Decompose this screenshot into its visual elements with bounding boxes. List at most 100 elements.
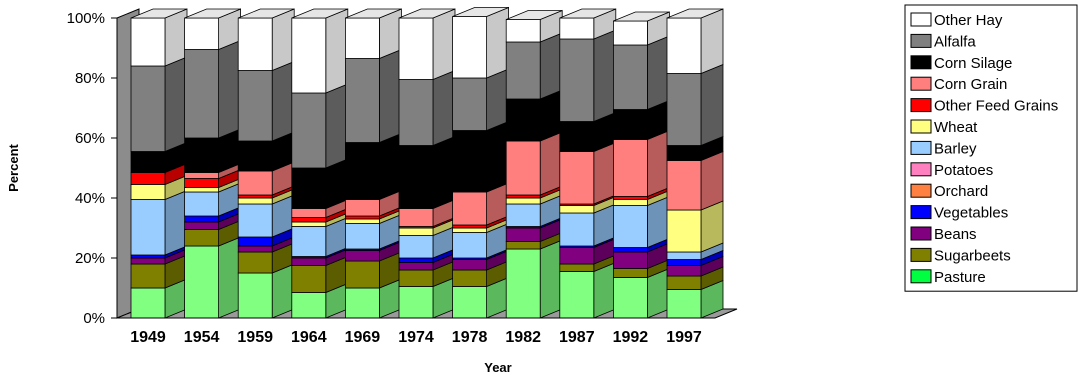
bar-stack-1969 bbox=[344, 8, 402, 319]
bar-top-1992 bbox=[613, 11, 670, 22]
bar-side-corn-grain-1992 bbox=[647, 129, 670, 198]
y-tick-label: 20% bbox=[75, 250, 105, 267]
legend-item-corn-grain: Corn Grain bbox=[910, 76, 1007, 93]
bar-wheat-1954 bbox=[184, 187, 220, 193]
bar-barley-1969 bbox=[344, 223, 380, 250]
bar-side-alfalfa-1964 bbox=[325, 83, 349, 169]
bar-side-corn-grain-1982 bbox=[539, 131, 563, 196]
legend-item-corn-silage: Corn Silage bbox=[910, 55, 1012, 72]
bar-corn-silage-1969 bbox=[344, 142, 380, 200]
bar-vegetables-1949 bbox=[130, 254, 166, 259]
legend-item-orchard: Orchard bbox=[910, 183, 988, 200]
bar-wheat-1982 bbox=[505, 197, 541, 205]
legend-swatch bbox=[910, 119, 932, 134]
bar-side-other-hay-1978 bbox=[486, 6, 510, 79]
legend-item-other-hay: Other Hay bbox=[910, 12, 1003, 29]
bar-corn-grain-1969 bbox=[344, 199, 380, 217]
bar-stack-1982 bbox=[505, 9, 563, 319]
legend-item-pasture: Pasture bbox=[910, 269, 986, 286]
bar-other-feed-grains-1959 bbox=[237, 194, 273, 199]
bar-side-alfalfa-1997 bbox=[700, 63, 724, 147]
bar-beans-1992 bbox=[613, 251, 648, 269]
bar-wheat-1974 bbox=[398, 227, 434, 236]
bar-corn-grain-1987 bbox=[559, 151, 595, 205]
legend-item-vegetables: Vegetables bbox=[910, 205, 1008, 222]
bar-corn-grain-1959 bbox=[237, 170, 273, 196]
bar-pasture-1982 bbox=[505, 248, 541, 319]
legend-label: Pasture bbox=[934, 269, 986, 286]
bar-vegetables-1992 bbox=[613, 247, 648, 253]
bar-top-1982 bbox=[506, 10, 563, 20]
x-tick-label-1949: 1949 bbox=[130, 329, 166, 346]
bar-side-other-hay-1964 bbox=[325, 8, 349, 94]
bar-side-corn-grain-1987 bbox=[593, 141, 617, 205]
bar-side-alfalfa-1959 bbox=[271, 60, 295, 142]
legend-label: Corn Grain bbox=[934, 76, 1007, 93]
bar-alfalfa-1954 bbox=[184, 49, 220, 139]
bar-sugarbeets-1949 bbox=[130, 263, 166, 289]
bar-barley-1959 bbox=[237, 203, 273, 238]
bar-stack-1954 bbox=[184, 8, 242, 319]
bar-alfalfa-1978 bbox=[452, 77, 488, 131]
bar-stack-1974 bbox=[398, 8, 456, 319]
bar-corn-grain-1964 bbox=[291, 208, 327, 218]
bar-top-1964 bbox=[291, 8, 348, 19]
y-tick-label: 0% bbox=[83, 310, 105, 327]
y-tick-label: 40% bbox=[75, 190, 105, 207]
bar-side-alfalfa-1954 bbox=[218, 39, 242, 139]
bar-alfalfa-1969 bbox=[344, 58, 380, 143]
legend-item-potatoes: Potatoes bbox=[910, 162, 993, 179]
bar-beans-1997 bbox=[666, 265, 702, 277]
bar-alfalfa-1974 bbox=[398, 79, 434, 146]
bar-side-corn-grain-1997 bbox=[700, 150, 724, 211]
legend-swatch bbox=[910, 269, 932, 284]
bar-side-alfalfa-1978 bbox=[486, 68, 510, 132]
bar-other-hay-1964 bbox=[291, 17, 327, 94]
legend-label: Sugarbeets bbox=[934, 247, 1011, 264]
legend-item-wheat: Wheat bbox=[910, 119, 978, 136]
bar-sugarbeets-1954 bbox=[184, 229, 220, 247]
bar-wheat-1978 bbox=[452, 227, 488, 233]
bar-alfalfa-1997 bbox=[666, 73, 702, 146]
bar-other-hay-1974 bbox=[398, 17, 434, 80]
bar-other-hay-1982 bbox=[505, 19, 541, 43]
bar-pasture-1974 bbox=[398, 286, 434, 319]
bar-stack-1992 bbox=[613, 11, 670, 319]
bar-alfalfa-1959 bbox=[237, 70, 273, 142]
bar-side-corn-silage-1974 bbox=[432, 135, 456, 210]
bar-sugarbeets-1978 bbox=[452, 269, 488, 287]
bar-wheat-1964 bbox=[291, 221, 327, 227]
bar-beans-1982 bbox=[505, 227, 541, 242]
bar-other-feed-grains-1978 bbox=[452, 224, 488, 229]
bar-alfalfa-1992 bbox=[613, 44, 648, 110]
bar-top-1978 bbox=[452, 7, 509, 17]
bar-beans-1987 bbox=[559, 247, 595, 265]
bar-top-1959 bbox=[238, 8, 295, 19]
bar-vegetables-1954 bbox=[184, 215, 220, 223]
bar-corn-silage-1954 bbox=[184, 137, 220, 173]
bar-sugarbeets-1974 bbox=[398, 269, 434, 287]
bar-stack-1959 bbox=[237, 8, 295, 319]
legend-swatch bbox=[910, 98, 932, 113]
bar-pasture-1997 bbox=[666, 289, 702, 319]
bar-side-alfalfa-1982 bbox=[539, 32, 563, 100]
bar-side-pasture-1954 bbox=[218, 236, 242, 319]
x-tick-label-1959: 1959 bbox=[237, 329, 273, 346]
bar-side-alfalfa-1949 bbox=[164, 56, 188, 153]
bar-stack-1987 bbox=[559, 8, 617, 319]
bar-pasture-1954 bbox=[184, 245, 220, 319]
bar-corn-silage-1949 bbox=[130, 151, 166, 173]
bar-beans-1954 bbox=[184, 221, 220, 230]
y-axis: 0% 20% 40% 60% 80% 100% bbox=[67, 10, 118, 327]
bar-other-hay-1959 bbox=[237, 17, 273, 71]
bar-other-hay-1987 bbox=[559, 17, 595, 40]
bar-stack-1978 bbox=[452, 6, 510, 319]
legend-item-alfalfa: Alfalfa bbox=[910, 33, 976, 50]
bar-wheat-1987 bbox=[559, 205, 595, 214]
x-tick-label-1987: 1987 bbox=[559, 329, 595, 346]
bar-top-1974 bbox=[398, 8, 456, 19]
bar-side-pasture-1987 bbox=[593, 261, 617, 319]
bar-beans-1969 bbox=[344, 250, 380, 262]
y-tick-label: 100% bbox=[67, 10, 105, 27]
